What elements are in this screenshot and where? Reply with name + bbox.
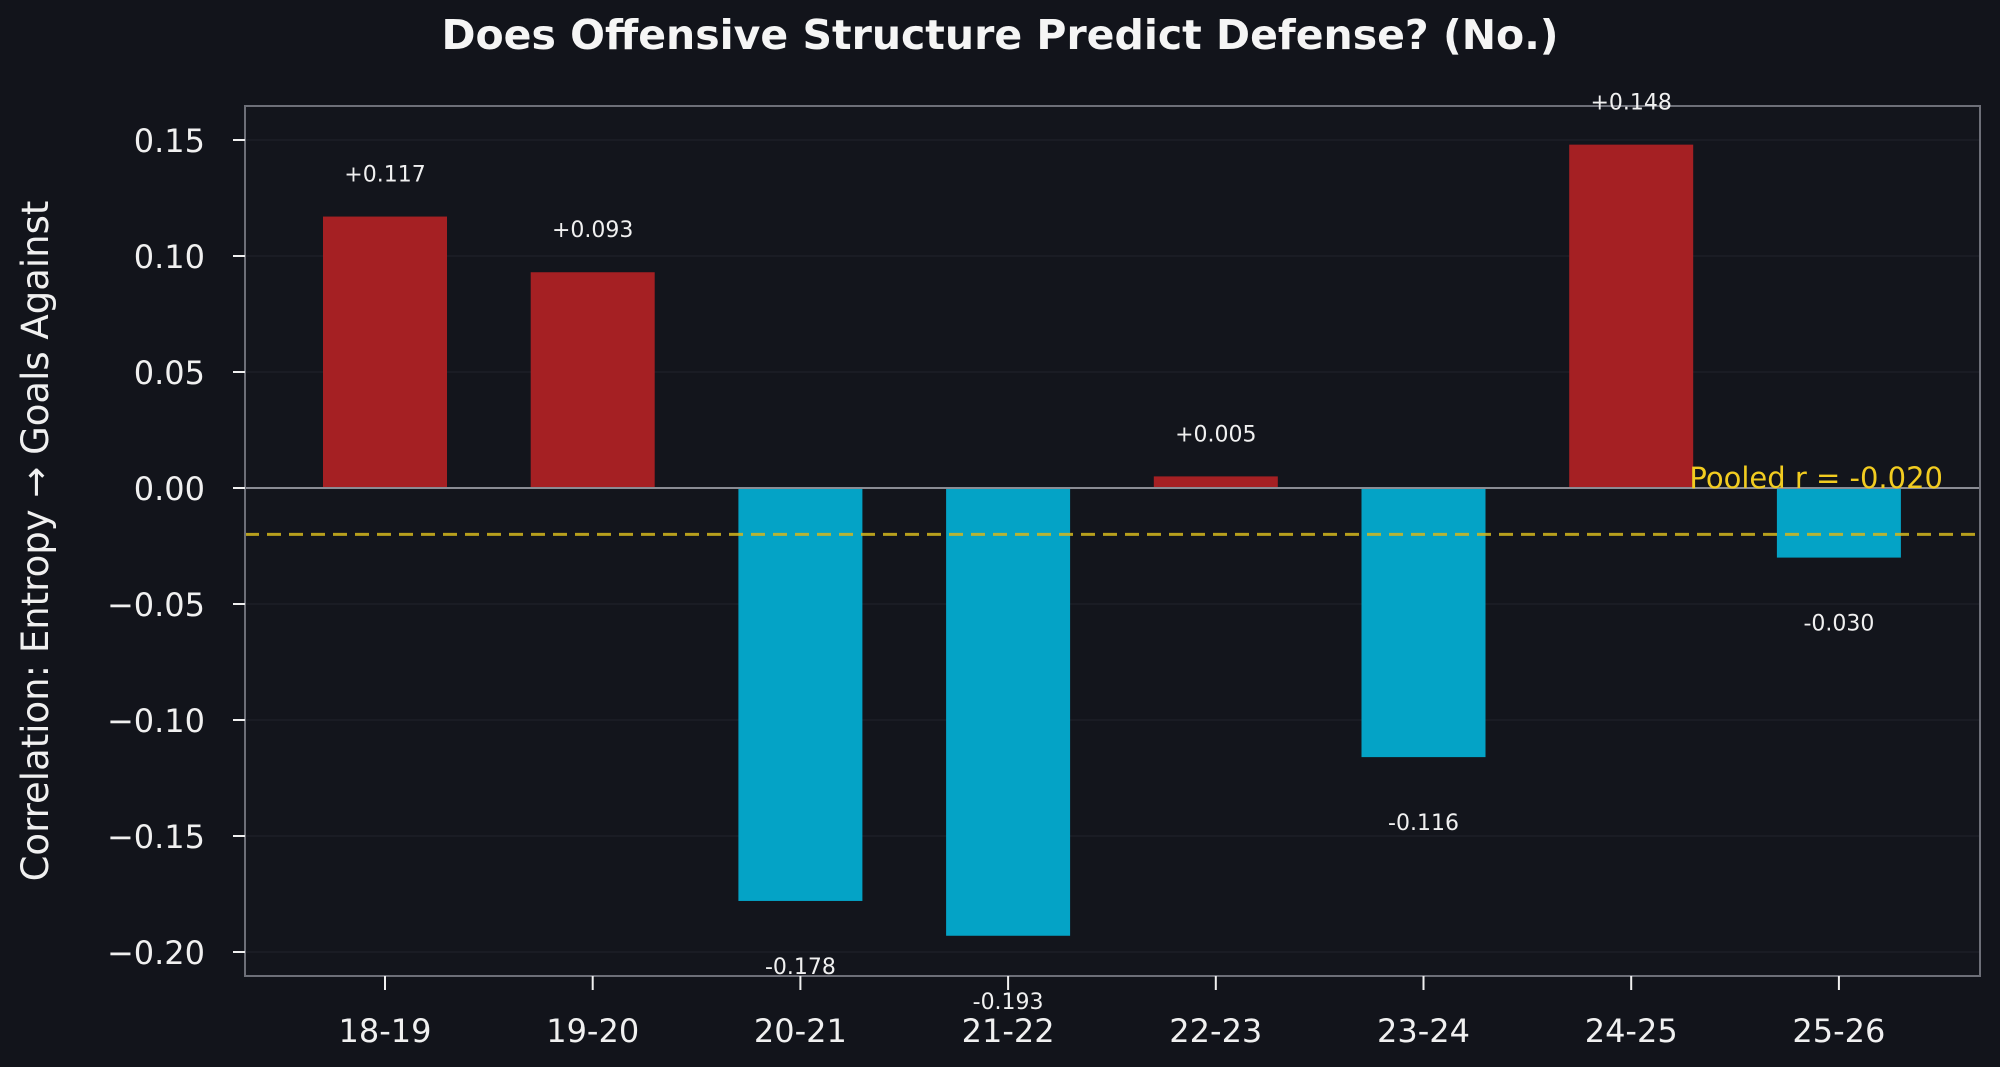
bar-value-label: +0.117 [344,163,425,188]
y-tick-label: −0.15 [107,818,205,856]
plot-area [245,106,1980,976]
x-tick-label: 18-19 [339,1012,432,1050]
x-tick-label: 19-20 [546,1012,639,1050]
y-tick-label: 0.10 [134,238,205,276]
bar-value-label: -0.116 [1388,811,1459,836]
y-tick-label: 0.15 [134,122,205,160]
bars [323,144,1901,936]
y-axis-label: Correlation: Entropy → Goals Against [14,201,57,882]
bar [1569,144,1694,488]
x-tick-label: 20-21 [754,1012,847,1050]
y-tick-label: −0.05 [107,586,205,624]
bar-value-label: +0.005 [1175,422,1256,447]
bar [1776,488,1901,558]
y-tick-label: −0.20 [107,934,205,972]
y-axis-ticks: 0.15 0.10 0.05 0.00 −0.05 −0.10 −0.15 −0.20 [107,122,245,972]
x-tick-label: 22-23 [1169,1012,1262,1050]
plot-frame [244,105,1981,977]
bar [946,488,1071,936]
bar-value-label: -0.193 [973,990,1044,1015]
reference-line-label: Pooled r = -0.020 [1689,461,1943,495]
x-tick-label: 21-22 [962,1012,1055,1050]
bar-value-label: +0.148 [1590,91,1671,116]
bar [1153,476,1278,488]
chart-title: Does Offensive Structure Predict Defense… [441,11,1558,59]
value-labels: +0.117 +0.093 -0.178 -0.193 +0.005 -0.116 +0.1… [344,91,1874,1015]
x-tick-label: 25-26 [1792,1012,1885,1050]
bar [738,488,863,901]
x-tick-label: 24-25 [1585,1012,1678,1050]
reference-line-group: Pooled r = -0.020 [245,461,1980,536]
bar-value-label: +0.093 [552,218,633,243]
y-tick-label: 0.00 [134,470,205,508]
y-tick-label: −0.10 [107,702,205,740]
bar [1361,488,1486,758]
x-axis-ticks: 18-19 19-20 20-21 21-22 22-23 23-24 24-25 25-26 [339,976,1885,1050]
y-tick-label: 0.05 [134,354,205,392]
bar [530,272,655,488]
bar-value-label: -0.178 [765,955,836,980]
bar-value-label: -0.030 [1803,612,1874,637]
bar [323,216,447,488]
x-tick-label: 23-24 [1377,1012,1470,1050]
